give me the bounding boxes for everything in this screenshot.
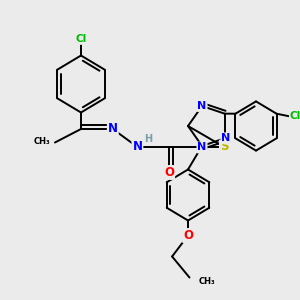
Text: H: H: [144, 134, 152, 144]
Text: N: N: [132, 140, 142, 154]
Text: N: N: [197, 101, 207, 111]
Text: S: S: [220, 140, 228, 154]
Text: N: N: [108, 122, 118, 136]
Text: N: N: [221, 133, 231, 143]
Text: CH₃: CH₃: [34, 136, 51, 146]
Text: O: O: [164, 166, 174, 179]
Text: CH₃: CH₃: [198, 278, 215, 286]
Text: Cl: Cl: [290, 110, 300, 121]
Text: N: N: [197, 142, 207, 152]
Text: Cl: Cl: [75, 34, 87, 44]
Text: O: O: [183, 229, 193, 242]
